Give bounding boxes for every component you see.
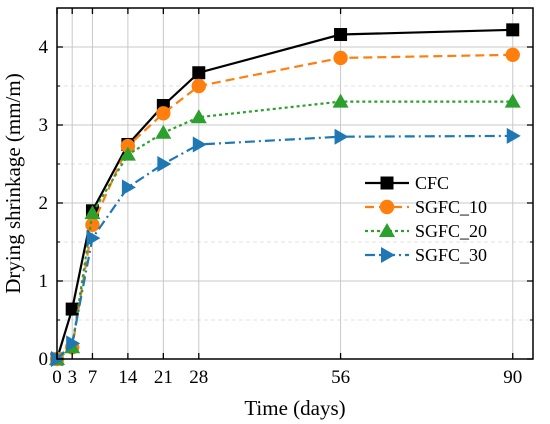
legend-label: SGFC_10 — [415, 197, 487, 217]
data-point — [191, 78, 206, 94]
series-line — [56, 53, 513, 360]
data-point — [119, 146, 136, 161]
data-point — [155, 124, 172, 139]
legend-marker — [379, 223, 395, 237]
series-cfc — [50, 23, 520, 366]
series-layer — [49, 23, 521, 367]
data-point — [505, 47, 520, 62]
legend-marker — [381, 247, 395, 263]
legend: CFC SGFC_10 SGFC_20 SGFC_30 — [365, 173, 487, 265]
data-point — [66, 335, 81, 352]
data-point — [65, 302, 79, 316]
series-line — [56, 100, 513, 360]
data-point — [334, 28, 348, 42]
data-point — [86, 230, 101, 247]
y-tick-label: 2 — [39, 193, 49, 214]
data-point — [156, 106, 171, 121]
legend-label: SGFC_30 — [415, 245, 487, 265]
legend-marker — [379, 199, 395, 215]
x-tick-label: 28 — [189, 367, 208, 388]
data-point — [334, 128, 349, 145]
data-point — [120, 138, 136, 154]
x-tick-label: 14 — [118, 367, 138, 388]
y-tick-label: 3 — [39, 115, 49, 136]
data-point — [192, 136, 207, 153]
grid-lines — [57, 8, 533, 359]
data-point — [192, 66, 206, 80]
legend-item: SGFC_20 — [365, 221, 487, 241]
x-tick-label: 3 — [67, 367, 77, 388]
legend-item: SGFC_30 — [365, 245, 487, 265]
legend-item: CFC — [365, 173, 449, 193]
plot-frame — [56, 7, 534, 360]
data-point — [506, 23, 520, 37]
x-tick-label: 0 — [52, 367, 62, 388]
legend-label: CFC — [415, 173, 449, 193]
series-sgfc-30 — [51, 127, 521, 367]
data-point — [190, 109, 207, 124]
data-point — [121, 179, 136, 196]
y-tick-label: 4 — [39, 37, 49, 58]
legend-label: SGFC_20 — [415, 221, 487, 241]
data-point — [506, 127, 521, 144]
x-tick-label: 56 — [331, 367, 350, 388]
x-tick-label: 7 — [88, 367, 98, 388]
data-point — [504, 93, 521, 108]
legend-item: SGFC_10 — [365, 197, 487, 217]
data-point — [157, 156, 172, 172]
data-point — [333, 50, 348, 66]
x-tick-label: 90 — [503, 367, 522, 388]
x-tick-label: 21 — [154, 367, 173, 388]
data-point — [85, 217, 100, 233]
legend-marker — [380, 176, 394, 190]
data-point — [84, 205, 101, 220]
y-axis-title: Drying shrinkage (mm/m) — [1, 73, 25, 293]
y-tick-label: 1 — [39, 271, 49, 292]
x-axis-title: Time (days) — [244, 396, 345, 420]
series-line — [55, 28, 513, 360]
data-point — [332, 93, 349, 108]
y-tick-label: 0 — [39, 349, 49, 370]
